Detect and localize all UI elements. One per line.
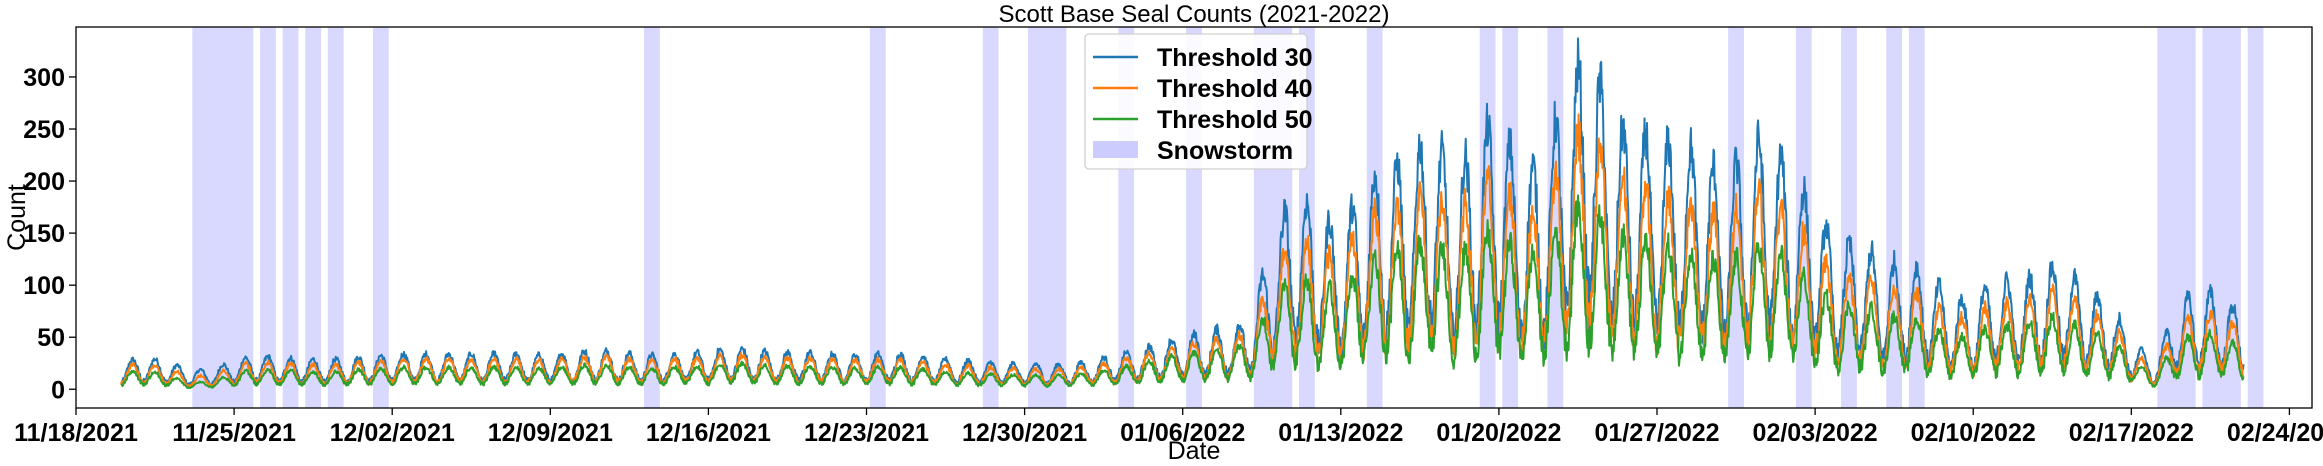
series-line-threshold-50 bbox=[120, 194, 2245, 390]
snowstorm-band bbox=[305, 27, 322, 408]
snowstorm-band bbox=[1547, 27, 1564, 408]
y-axis-label: Count bbox=[3, 184, 31, 251]
x-tick-label: 01/06/2022 bbox=[1120, 419, 1245, 447]
y-tick-label: 150 bbox=[23, 220, 65, 248]
legend-label: Threshold 50 bbox=[1157, 106, 1313, 134]
x-tick-label: 12/23/2021 bbox=[804, 419, 929, 447]
chart-title: Scott Base Seal Counts (2021-2022) bbox=[999, 1, 1390, 28]
series-lines bbox=[120, 37, 2245, 390]
legend: Threshold 30 Threshold 40 Threshold 50 Snow… bbox=[1084, 33, 1313, 170]
snowstorm-band bbox=[1027, 27, 1067, 408]
snowstorm-band bbox=[327, 27, 344, 408]
x-axis: 11/18/2021 11/25/2021 12/02/2021 12/09/2021… bbox=[14, 408, 2323, 447]
x-tick-label: 11/18/2021 bbox=[14, 419, 138, 447]
x-tick-label: 02/24/2022 bbox=[2227, 419, 2323, 447]
snowstorm-band bbox=[2157, 27, 2196, 408]
legend-label: Threshold 40 bbox=[1157, 75, 1313, 103]
x-tick-label: 01/13/2022 bbox=[1278, 419, 1403, 447]
snowstorm-band bbox=[2247, 27, 2264, 408]
legend-label: Snowstorm bbox=[1157, 137, 1293, 165]
snowstorm-band bbox=[1502, 27, 1519, 408]
y-tick-label: 300 bbox=[23, 64, 65, 92]
snowstorm-band bbox=[982, 27, 999, 408]
snowstorm-band bbox=[1795, 27, 1812, 408]
y-tick-label: 50 bbox=[37, 324, 65, 352]
snowstorm-band bbox=[869, 27, 886, 408]
y-tick-label: 200 bbox=[23, 168, 65, 196]
y-tick-label: 0 bbox=[51, 376, 65, 404]
x-tick-label: 02/10/2022 bbox=[1911, 419, 2036, 447]
legend-label: Threshold 30 bbox=[1157, 44, 1313, 72]
x-tick-label: 01/20/2022 bbox=[1436, 419, 1561, 447]
x-tick-label: 02/03/2022 bbox=[1753, 419, 1878, 447]
snowstorm-band bbox=[1479, 27, 1496, 408]
y-axis: 0 50 100 150 200 250 300 bbox=[23, 64, 76, 404]
x-tick-label: 01/27/2022 bbox=[1594, 419, 1719, 447]
legend-box bbox=[1084, 33, 1308, 170]
snowstorm-band bbox=[373, 27, 389, 408]
legend-swatch-snowstorm bbox=[1093, 141, 1138, 158]
series-line-threshold-30 bbox=[120, 37, 2245, 387]
x-tick-label: 12/09/2021 bbox=[488, 419, 613, 447]
x-axis-label: Date bbox=[1168, 437, 1221, 465]
snowstorm-band bbox=[644, 27, 660, 408]
x-tick-label: 12/16/2021 bbox=[646, 419, 771, 447]
snowstorm-band bbox=[282, 27, 299, 408]
x-tick-label: 02/17/2022 bbox=[2069, 419, 2194, 447]
snowstorm-band bbox=[260, 27, 276, 408]
x-tick-label: 12/02/2021 bbox=[330, 419, 455, 447]
snowstorm-band bbox=[192, 27, 254, 408]
plot-frame bbox=[75, 26, 2313, 409]
y-tick-label: 250 bbox=[23, 116, 65, 144]
x-tick-label: 12/30/2021 bbox=[962, 419, 1087, 447]
y-tick-label: 100 bbox=[23, 272, 65, 300]
x-tick-label: 11/25/2021 bbox=[172, 419, 296, 447]
